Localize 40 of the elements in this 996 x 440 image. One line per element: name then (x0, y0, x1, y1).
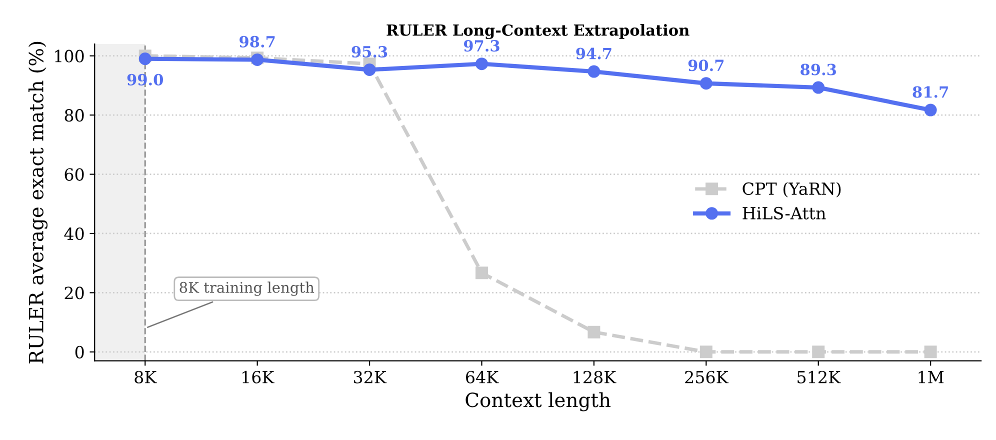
annotation: 8K training length (180, 282, 314, 296)
point (812, 81, 825, 94)
legend-label: CPT (YaRN) (742, 182, 841, 198)
data-label: 95.3 (352, 46, 388, 58)
x-axis-title: Context length (466, 392, 611, 412)
y-tick-label: 60 (64, 168, 84, 181)
data-label: 94.7 (576, 48, 612, 60)
point (138, 52, 152, 66)
chart-title: RULER Long-Context Extrapolation (386, 24, 690, 40)
y-tick-label: 100 (55, 50, 84, 62)
x-tick-label: 512K (798, 370, 841, 384)
y-axis-title: RULER average exact match (%) (28, 42, 48, 364)
legend-label: HiLS-Attn (742, 206, 826, 220)
x-tick-label: 16K (242, 370, 274, 384)
x-tick-label: 256K (685, 370, 729, 384)
point (363, 64, 376, 76)
point (700, 77, 712, 90)
data-label: 99.0 (127, 74, 163, 86)
point (812, 346, 825, 358)
y-tick-label: 80 (64, 109, 84, 122)
data-label: 81.7 (912, 86, 948, 98)
data-label: 90.7 (688, 60, 724, 72)
point (700, 346, 712, 358)
y-tick-label: 40 (64, 227, 84, 240)
point (588, 326, 600, 338)
x-tick-label: 32K (354, 370, 387, 384)
point (588, 65, 600, 78)
data-label: 98.7 (240, 36, 275, 48)
point (924, 346, 937, 358)
x-tick-label: 8K (134, 370, 157, 384)
x-tick-label: 64K (466, 370, 499, 384)
point (475, 266, 488, 280)
y-tick-label: 0 (75, 346, 84, 358)
y-tick-label: 20 (64, 286, 84, 300)
point (924, 104, 937, 116)
x-tick-label: 128K (574, 370, 616, 384)
data-label: 89.3 (800, 64, 836, 76)
point (475, 58, 488, 70)
x-tick-label: 1M (918, 370, 944, 384)
data-label: 97.3 (464, 40, 500, 52)
